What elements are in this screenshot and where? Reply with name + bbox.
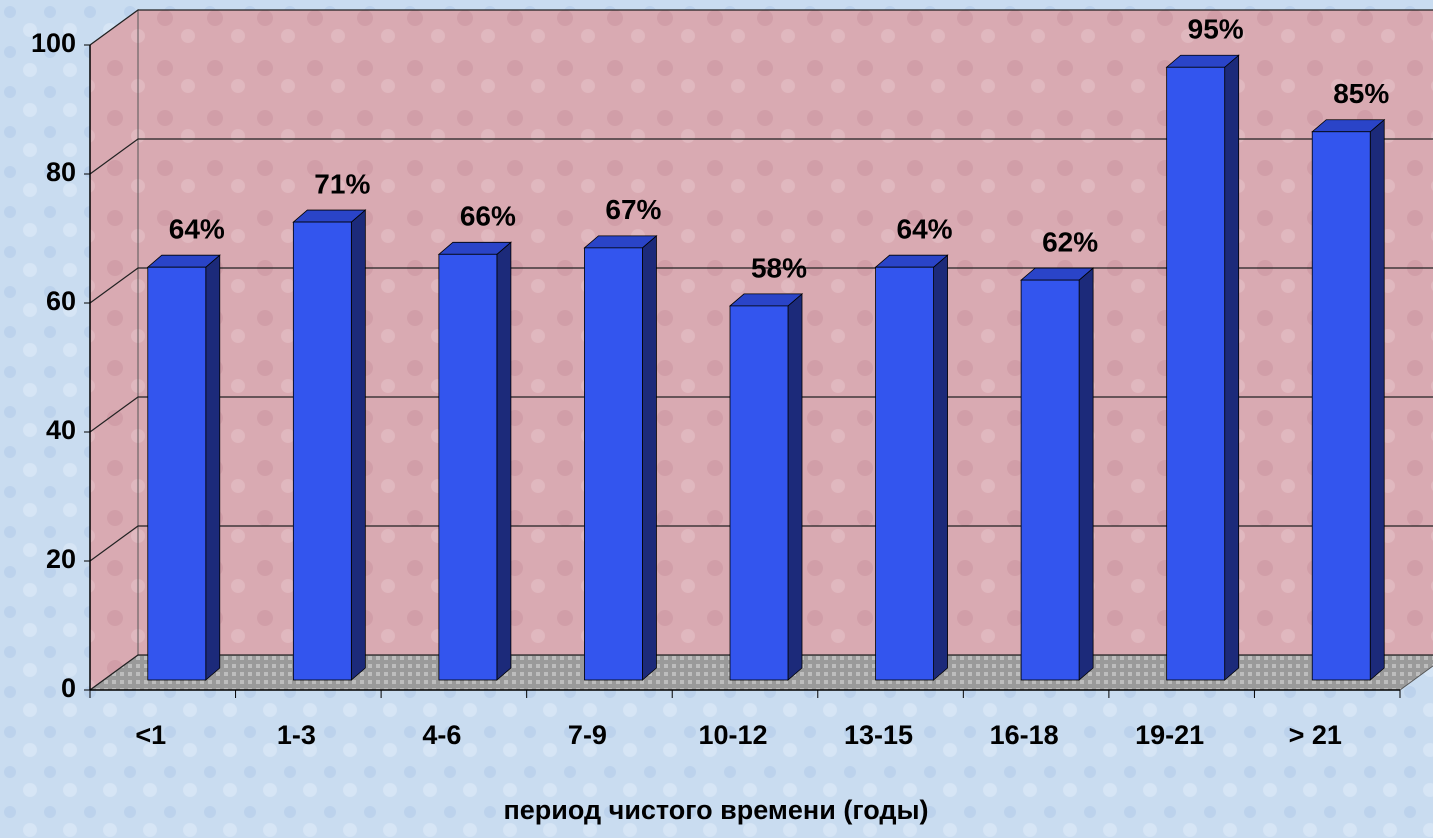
x-tick-label: 16-18 bbox=[990, 720, 1059, 750]
bar-side bbox=[1224, 54, 1240, 681]
side-wall bbox=[89, 9, 139, 691]
bar-side bbox=[350, 209, 366, 681]
grid-line bbox=[89, 396, 1433, 433]
bar bbox=[1165, 54, 1240, 681]
bar bbox=[292, 209, 367, 681]
grid-line bbox=[89, 9, 1433, 46]
value-label: 64% bbox=[897, 214, 953, 245]
bar bbox=[1020, 267, 1095, 681]
bar bbox=[437, 241, 512, 681]
value-label: 95% bbox=[1188, 14, 1244, 45]
bar-side bbox=[496, 241, 512, 681]
bar-side bbox=[642, 234, 657, 681]
x-tick-label: <1 bbox=[135, 720, 166, 750]
x-tick-label: > 21 bbox=[1289, 720, 1342, 750]
y-tick-label: 60 bbox=[46, 286, 76, 316]
bar-side bbox=[787, 293, 803, 681]
bar-front bbox=[1166, 66, 1226, 681]
bar-side bbox=[1369, 118, 1385, 681]
grid-line bbox=[89, 138, 1433, 175]
y-tick-label: 20 bbox=[46, 544, 76, 574]
value-label: 58% bbox=[751, 252, 807, 283]
grid-line bbox=[89, 525, 1433, 562]
value-label: 66% bbox=[460, 201, 516, 232]
y-tick-label: 80 bbox=[46, 157, 76, 187]
bar bbox=[1311, 118, 1386, 681]
grid-line bbox=[89, 267, 1433, 304]
x-tick-label: 7-9 bbox=[568, 720, 607, 750]
bar bbox=[874, 254, 949, 681]
x-tick-label: 19-21 bbox=[1135, 720, 1204, 750]
x-tick-label: 1-3 bbox=[277, 720, 316, 750]
x-tick-label: 10-12 bbox=[698, 720, 767, 750]
bar-side bbox=[205, 254, 221, 681]
bar bbox=[146, 254, 221, 681]
value-label: 67% bbox=[605, 194, 661, 225]
plot-area: 0 20 40 60 80 100 <1 64% 1-3 71% 4-6 66% 7-9 67% 10-12… bbox=[31, 9, 1433, 750]
y-tick-label: 0 bbox=[61, 673, 76, 703]
bar-front bbox=[1020, 279, 1080, 681]
bar-front bbox=[584, 247, 643, 681]
bar-front bbox=[147, 266, 207, 681]
value-label: 71% bbox=[314, 168, 370, 199]
value-label: 85% bbox=[1333, 78, 1389, 109]
x-tick-label: 13-15 bbox=[844, 720, 913, 750]
bar-front bbox=[729, 305, 789, 681]
value-label: 62% bbox=[1042, 226, 1098, 257]
y-tick-label: 100 bbox=[31, 28, 76, 58]
bar-front bbox=[875, 266, 934, 681]
grid-line bbox=[89, 654, 1433, 691]
value-label: 64% bbox=[169, 214, 225, 245]
x-axis-label: период чистого времени (годы) bbox=[503, 795, 928, 825]
bar bbox=[728, 293, 804, 681]
y-tick-label: 40 bbox=[46, 415, 76, 445]
bar-front bbox=[292, 221, 352, 681]
x-tick-label: 4-6 bbox=[422, 720, 461, 750]
bar bbox=[583, 234, 658, 681]
bar-side bbox=[933, 254, 948, 681]
bar-front bbox=[438, 253, 498, 681]
bar-side bbox=[1078, 267, 1094, 681]
bar-front bbox=[1311, 131, 1371, 681]
